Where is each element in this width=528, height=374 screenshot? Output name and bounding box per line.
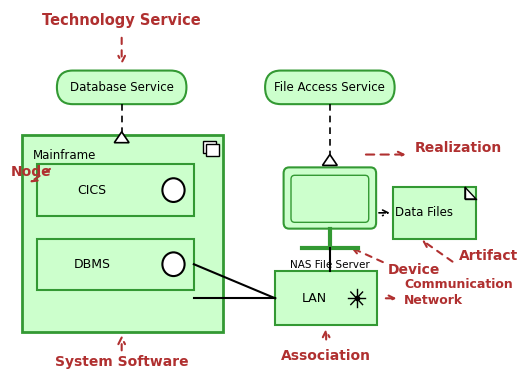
Text: Device: Device: [388, 263, 440, 277]
Text: Node: Node: [11, 165, 51, 179]
Bar: [206, 144, 219, 156]
Text: Realization: Realization: [415, 141, 502, 154]
Polygon shape: [114, 132, 129, 143]
Text: Communication
Network: Communication Network: [404, 278, 513, 307]
Text: Mainframe: Mainframe: [33, 148, 96, 162]
Text: File Access Service: File Access Service: [275, 81, 385, 94]
Text: DBMS: DBMS: [73, 258, 110, 271]
Text: NAS File Server: NAS File Server: [290, 260, 370, 270]
Bar: [275, 271, 377, 325]
Text: Association: Association: [281, 349, 371, 363]
Text: Data Files: Data Files: [395, 206, 453, 219]
Bar: [393, 187, 476, 239]
Text: CICS: CICS: [78, 184, 107, 197]
Text: LAN: LAN: [301, 292, 327, 305]
Circle shape: [163, 252, 185, 276]
Text: System Software: System Software: [55, 355, 188, 369]
Polygon shape: [465, 187, 476, 199]
Bar: [36, 165, 194, 216]
Bar: [22, 135, 223, 332]
FancyBboxPatch shape: [265, 71, 394, 104]
Polygon shape: [323, 154, 337, 165]
FancyBboxPatch shape: [57, 71, 186, 104]
Circle shape: [163, 178, 185, 202]
Text: Technology Service: Technology Service: [42, 13, 201, 28]
Text: Database Service: Database Service: [70, 81, 174, 94]
Bar: [203, 141, 216, 153]
Text: Artifact: Artifact: [458, 249, 518, 263]
Bar: [36, 239, 194, 290]
FancyBboxPatch shape: [291, 175, 369, 222]
FancyBboxPatch shape: [284, 168, 376, 229]
